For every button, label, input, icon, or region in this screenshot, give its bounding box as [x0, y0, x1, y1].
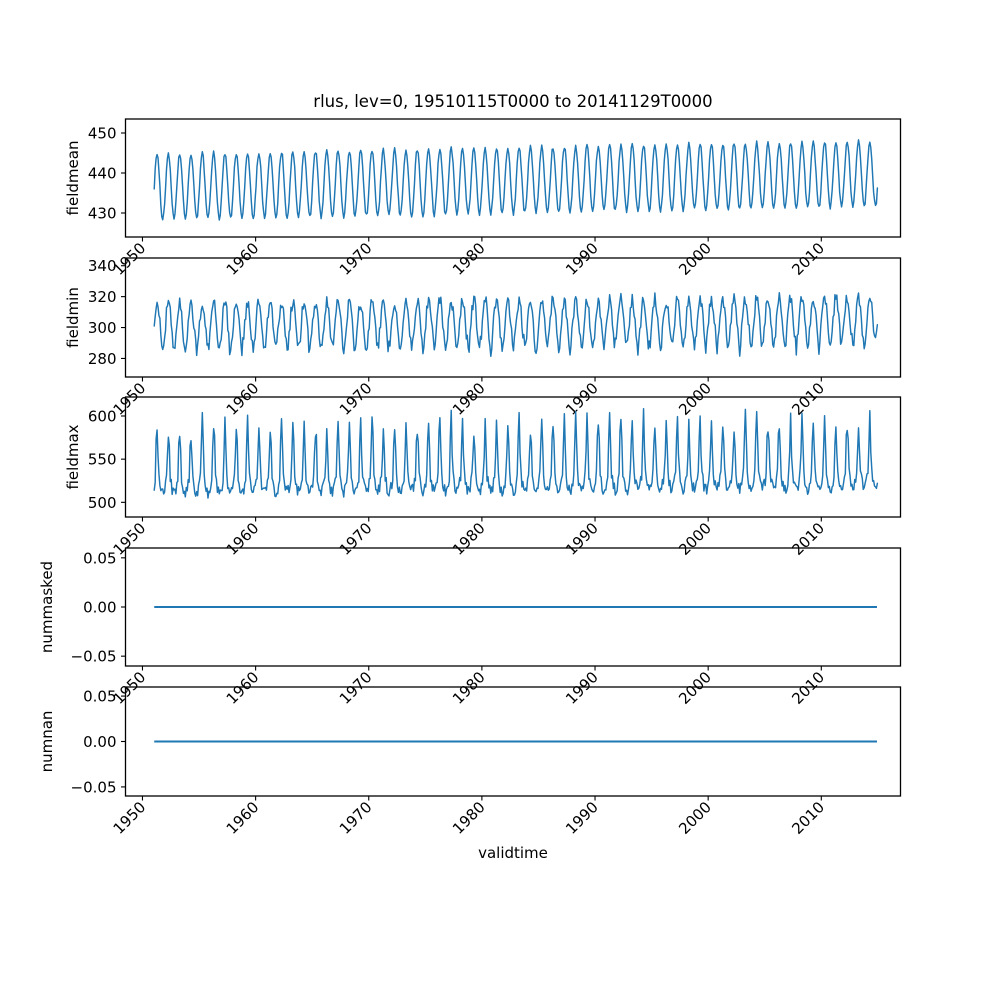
xtick-label: 1990 [562, 239, 602, 279]
xtick-label: 1970 [336, 798, 376, 838]
axis-ylabel-numnan: numnan [38, 711, 56, 773]
ytick-label: 440 [88, 165, 117, 183]
xtick-label: 1980 [449, 519, 489, 559]
xtick-label: 2000 [675, 519, 715, 559]
xtick-label: 1980 [449, 379, 489, 419]
xtick-label: 1960 [223, 798, 263, 838]
ytick-label: −0.05 [71, 778, 117, 796]
axis-ylabel-fieldmin: fieldmin [64, 287, 82, 348]
axis-ylabel-nummasked: nummasked [38, 561, 56, 653]
ytick-label: 280 [88, 350, 117, 368]
axis-ylabel-fieldmax: fieldmax [64, 424, 82, 489]
xtick-label: 1960 [223, 239, 263, 279]
xtick-label: 2010 [788, 668, 828, 708]
ytick-label: 550 [88, 451, 117, 469]
xtick-label: 1970 [336, 519, 376, 559]
figure-title: rlus, lev=0, 19510115T0000 to 20141129T0… [313, 92, 712, 111]
ytick-label: 500 [88, 494, 117, 512]
series-fieldmean [153, 139, 879, 221]
xtick-label: 2010 [788, 798, 828, 838]
xtick-label: 2000 [675, 379, 715, 419]
panel-fieldmax-spine [124, 396, 902, 518]
ytick-label: 0.05 [83, 688, 116, 706]
series-fieldmax [153, 407, 879, 499]
axis-ylabel-fieldmean: fieldmean [64, 141, 82, 216]
xtick-label: 1960 [223, 519, 263, 559]
axis-xlabel: validtime [478, 844, 548, 862]
xtick-label: 2010 [788, 239, 828, 279]
xtick-label: 1960 [223, 668, 263, 708]
xtick-label: 1970 [336, 668, 376, 708]
ytick-label: 340 [88, 257, 117, 275]
xtick-label: 1980 [449, 239, 489, 279]
panel-fieldmin-spine [124, 257, 902, 378]
ytick-label: −0.05 [71, 648, 117, 666]
xtick-label: 1990 [562, 668, 602, 708]
ytick-label: 320 [88, 288, 117, 306]
ytick-label: 300 [88, 319, 117, 337]
xtick-label: 1970 [336, 239, 376, 279]
xtick-label: 2000 [675, 668, 715, 708]
xtick-label: 2010 [788, 379, 828, 419]
xtick-label: 2000 [675, 798, 715, 838]
ytick-label: 0.05 [83, 549, 116, 567]
xtick-label: 1970 [336, 379, 376, 419]
xtick-label: 1990 [562, 798, 602, 838]
xtick-label: 1980 [449, 798, 489, 838]
ytick-label: 430 [88, 205, 117, 223]
xtick-label: 2010 [788, 519, 828, 559]
xtick-label: 1990 [562, 379, 602, 419]
series-fieldmin [153, 291, 879, 358]
xtick-label: 1980 [449, 668, 489, 708]
ytick-label: 0.00 [83, 599, 116, 617]
xtick-label: 1990 [562, 519, 602, 559]
ytick-label: 0.00 [83, 733, 116, 751]
xtick-label: 1960 [223, 379, 263, 419]
ytick-label: 600 [88, 407, 117, 425]
xtick-label: 2000 [675, 239, 715, 279]
panel-fieldmean-spine [124, 118, 902, 238]
ytick-label: 450 [88, 125, 117, 143]
xtick-label: 1950 [110, 798, 150, 838]
